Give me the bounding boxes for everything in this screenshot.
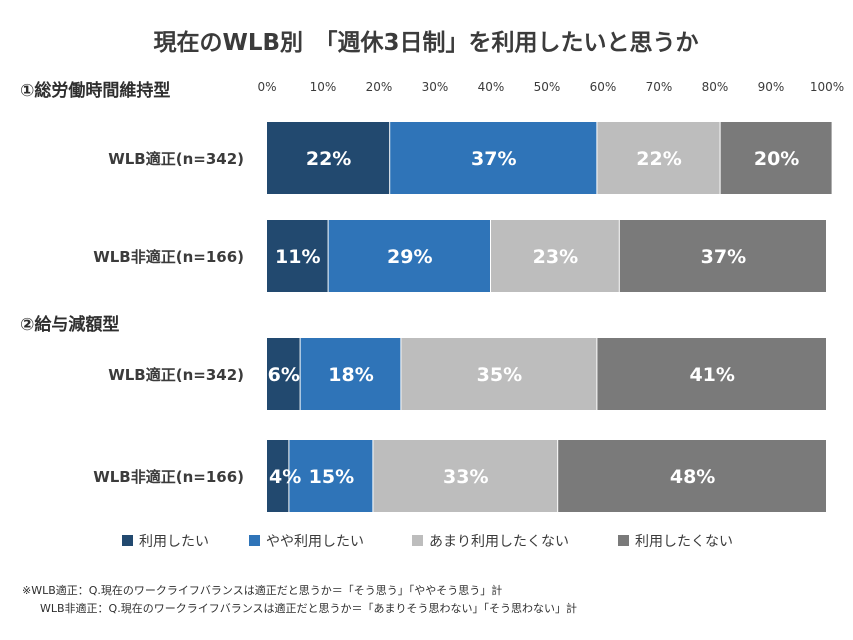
row-label: WLB適正(n=342) — [108, 150, 244, 168]
legend-item: あまり利用したくない — [412, 534, 569, 550]
bar-segment — [328, 220, 490, 292]
bar-group: ①総労働時間維持型 WLB適正(n=342) 22% 37% 22% 20% WLB非適正(… — [20, 80, 832, 292]
legend-swatch — [618, 535, 629, 546]
bar-segment — [373, 440, 558, 512]
x-tick-label: 10% — [310, 80, 337, 94]
bar-segment — [300, 338, 401, 410]
data-label: 11% — [275, 246, 320, 268]
bar-segment — [720, 122, 832, 194]
bar-group: ②給与減額型 WLB適正(n=342) 6% 18% 35% 41% WLB非適正(n=16… — [20, 314, 826, 512]
bar-segment — [267, 220, 328, 292]
row-label: WLB非適正(n=166) — [93, 248, 244, 266]
data-label: 4% — [269, 466, 301, 488]
x-tick-label: 40% — [478, 80, 505, 94]
x-tick-label: 80% — [702, 80, 729, 94]
legend-label: 利用したくない — [635, 534, 733, 550]
bar-segment — [619, 220, 826, 292]
data-label: 23% — [533, 246, 578, 268]
legend-item: 利用したい — [122, 534, 209, 550]
legend-item: やや利用したい — [249, 534, 364, 550]
bar-row: WLB適正(n=342) 22% 37% 22% 20% — [108, 122, 832, 194]
x-tick-label: 30% — [422, 80, 449, 94]
x-axis-ticks: 0% 10% 20% 30% 40% 50% 60% 70% 80% 90% 100% — [257, 80, 844, 94]
x-tick-label: 60% — [590, 80, 617, 94]
footnote-2: WLB非適正：Q.現在のワークライフバランスは適正だと思うか＝「あまりそう思わな… — [40, 601, 577, 615]
legend-swatch — [122, 535, 133, 546]
bar-segment — [491, 220, 619, 292]
data-label: 22% — [636, 148, 681, 170]
bar-row: WLB非適正(n=166) 11% 29% 23% 37% — [93, 220, 826, 292]
bar-segment — [597, 338, 826, 410]
x-tick-label: 100% — [810, 80, 844, 94]
bar-row: WLB非適正(n=166) 4% 15% 33% 48% — [93, 440, 826, 512]
bar-segment — [401, 338, 597, 410]
legend-swatch — [249, 535, 260, 546]
data-label: 37% — [471, 148, 516, 170]
bar-segment — [390, 122, 597, 194]
data-label: 41% — [689, 364, 734, 386]
x-tick-label: 70% — [646, 80, 673, 94]
legend-item: 利用したくない — [618, 534, 733, 550]
data-label: 15% — [309, 466, 354, 488]
group-label: ②給与減額型 — [20, 314, 119, 335]
data-label: 18% — [328, 364, 373, 386]
data-label: 37% — [701, 246, 746, 268]
data-label: 6% — [268, 364, 300, 386]
x-tick-label: 0% — [257, 80, 276, 94]
data-label: 35% — [477, 364, 522, 386]
bar-segment — [267, 338, 300, 410]
legend-label: 利用したい — [139, 534, 209, 550]
bar-segment — [558, 440, 826, 512]
data-label: 29% — [387, 246, 432, 268]
bar-row: WLB適正(n=342) 6% 18% 35% 41% — [108, 338, 826, 410]
bar-segment — [289, 440, 373, 512]
bar-segment — [267, 122, 390, 194]
data-label: 22% — [306, 148, 351, 170]
data-label: 33% — [443, 466, 488, 488]
legend: 利用したい やや利用したい あまり利用したくない 利用したくない — [122, 534, 733, 550]
bar-groups: ①総労働時間維持型 WLB適正(n=342) 22% 37% 22% 20% WLB非適正(… — [20, 80, 832, 512]
x-tick-label: 20% — [366, 80, 393, 94]
data-label: 20% — [754, 148, 799, 170]
group-label: ①総労働時間維持型 — [20, 80, 170, 101]
row-label: WLB適正(n=342) — [108, 366, 244, 384]
x-tick-label: 90% — [758, 80, 785, 94]
data-label: 48% — [670, 466, 715, 488]
bar-segment — [267, 440, 289, 512]
row-label: WLB非適正(n=166) — [93, 468, 244, 486]
footnote-1: ※WLB適正：Q.現在のワークライフバランスは適正だと思うか＝「そう思う」「やや… — [22, 583, 502, 597]
bar-segment — [597, 122, 720, 194]
x-tick-label: 50% — [534, 80, 561, 94]
legend-label: あまり利用したくない — [429, 534, 569, 550]
legend-label: やや利用したい — [266, 534, 364, 550]
chart-title: 現在のWLB別 「週休3日制」を利用したいと思うか — [153, 29, 698, 56]
legend-swatch — [412, 535, 423, 546]
